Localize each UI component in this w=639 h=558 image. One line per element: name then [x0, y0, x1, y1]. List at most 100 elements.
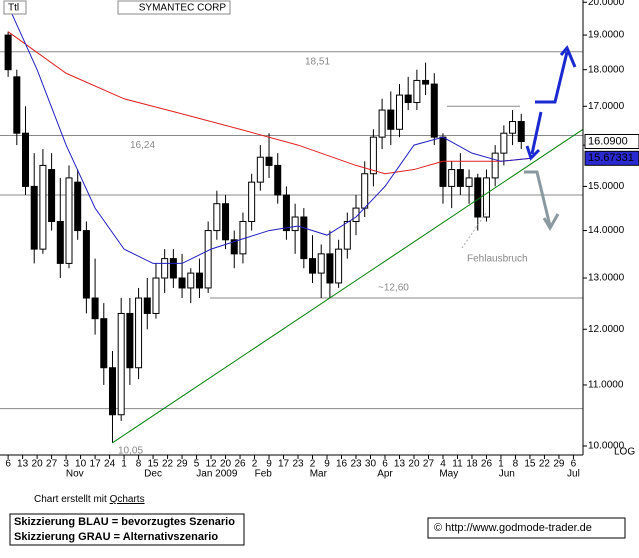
candle-body: [135, 297, 143, 369]
x-tick-label: 8: [513, 459, 519, 470]
candle-body: [369, 136, 377, 175]
x-tick-label: 3: [63, 459, 69, 470]
candle-body: [491, 152, 499, 179]
blue-scenario-down: [530, 111, 543, 155]
x-tick-label: 2: [310, 459, 316, 470]
candle-body: [387, 109, 395, 130]
candle-body: [395, 94, 403, 130]
trendline: [112, 128, 584, 444]
candle-body: [91, 297, 99, 320]
credit-text: Chart erstellt mit Qcharts: [34, 494, 145, 505]
candle-body: [256, 156, 264, 183]
candle-body: [152, 277, 160, 314]
candle-body: [465, 177, 473, 187]
x-tick-label: 30: [365, 459, 377, 470]
x-tick-label: 12: [205, 459, 217, 470]
x-tick-label: 20: [408, 459, 420, 470]
month-label: May: [439, 469, 458, 480]
level-label: ~12,60: [378, 283, 409, 294]
price-box: [584, 150, 639, 166]
candle-body: [82, 230, 90, 299]
y-tick-label: 19.0000: [588, 30, 625, 41]
x-tick-label: 13: [17, 459, 29, 470]
x-tick-label: 9: [266, 459, 272, 470]
candle-body: [65, 177, 73, 264]
month-label: Jul: [567, 469, 580, 480]
moving-average: [7, 5, 530, 264]
y-tick-label: 10.0000: [588, 441, 625, 452]
candle-body: [343, 220, 351, 250]
candle-body: [161, 258, 169, 279]
symbol-label: Ttl: [8, 3, 19, 14]
candle-body: [456, 169, 464, 187]
candle-body: [422, 79, 430, 85]
x-tick-label: 20: [220, 459, 232, 470]
x-tick-label: 22: [539, 459, 551, 470]
candle-body: [404, 94, 412, 104]
month-label: Nov: [66, 469, 84, 480]
y-tick-label: 18.0000: [588, 64, 625, 75]
x-tick-label: 5: [194, 459, 200, 470]
x-tick-label: 15: [524, 459, 536, 470]
y-tick-label: 17.0000: [588, 101, 625, 112]
url[interactable]: © http://www.godmode-trader.de: [434, 522, 592, 534]
candle-body: [430, 83, 438, 138]
y-tick-label: 15.0000: [588, 181, 625, 192]
x-tick-label: 8: [136, 459, 142, 470]
candle-body: [517, 121, 525, 142]
candle-body: [143, 297, 151, 314]
candle-body: [195, 272, 203, 289]
candle-body: [482, 177, 490, 218]
candle-body: [117, 312, 125, 416]
credit-prefix: Chart erstellt mit: [34, 494, 110, 505]
level-label: 10,05: [118, 445, 143, 456]
candle-body: [282, 194, 290, 232]
candle-body: [500, 132, 508, 154]
legend-gray: Skizzierung GRAU = Alternativszenario: [14, 531, 218, 543]
candle-body: [4, 34, 12, 71]
candle-body: [413, 79, 421, 104]
y-tick-label: 11.0000: [588, 380, 624, 391]
candle-body: [56, 220, 64, 264]
month-label: Apr: [377, 469, 393, 480]
annotation-pointer: [461, 212, 487, 249]
x-tick-label: 9: [324, 459, 330, 470]
candle-body: [48, 169, 56, 222]
url-box: [427, 517, 626, 539]
y-tick-label: 13.0000: [588, 273, 625, 284]
price-label: 16.0900: [588, 135, 628, 147]
candle-body: [352, 207, 360, 222]
x-tick-label: 1: [498, 459, 504, 470]
x-tick-label: 23: [350, 459, 362, 470]
candle-body: [187, 272, 195, 289]
x-tick-label: 11: [452, 459, 463, 470]
x-tick-label: 29: [176, 459, 188, 470]
x-tick-label: 26: [481, 459, 493, 470]
candle-body: [22, 132, 30, 187]
x-tick-label: 6: [571, 459, 577, 470]
x-tick-label: 27: [46, 459, 58, 470]
legend-box: [9, 513, 245, 546]
x-tick-label: 20: [32, 459, 44, 470]
candle-body: [291, 216, 299, 232]
moving-average: [7, 31, 530, 175]
blue-arrow-head: [559, 45, 577, 68]
candle-body: [204, 230, 212, 289]
price-box: [584, 133, 639, 149]
level-label: 18,51: [305, 56, 330, 67]
credit-link[interactable]: Qcharts: [110, 494, 145, 505]
candle-body: [248, 181, 256, 222]
candle-body: [74, 181, 82, 232]
month-label: Jun: [499, 469, 515, 480]
candle-body: [100, 318, 108, 369]
candle-body: [230, 239, 238, 255]
candle-body: [274, 164, 282, 196]
x-tick-label: 17: [90, 459, 102, 470]
candle-body: [361, 173, 369, 209]
chart-title: SYMANTEC CORP: [139, 3, 227, 14]
candle-body: [222, 203, 230, 241]
x-tick-label: 13: [394, 459, 406, 470]
x-tick-label: 17: [278, 459, 290, 470]
